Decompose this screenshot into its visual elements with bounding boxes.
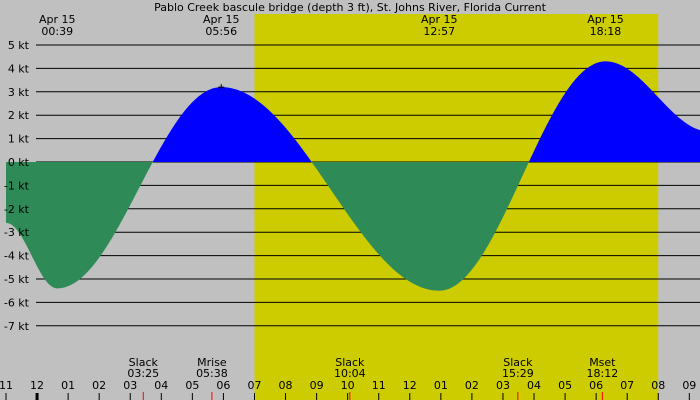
x-tick-label: 12	[403, 379, 417, 392]
y-tick-label: 3 kt	[8, 86, 30, 99]
x-axis-ticks: 11 12 01 02 03 04 05 06 07 08 09 10 11 12 01 02 03 04 05 06…	[0, 379, 696, 400]
x-tick-label: 01	[61, 379, 75, 392]
y-tick-label: -5 kt	[4, 273, 30, 286]
extreme-time-label: 18:18	[590, 25, 622, 38]
y-tick-label: -2 kt	[4, 203, 30, 216]
y-tick-label: 5 kt	[8, 39, 30, 52]
x-tick-label: 03	[496, 379, 510, 392]
x-tick-label: 08	[279, 379, 293, 392]
x-tick-label: 05	[558, 379, 572, 392]
y-tick-label: -7 kt	[4, 320, 30, 333]
x-tick-label: 04	[154, 379, 168, 392]
x-tick-label: 04	[527, 379, 541, 392]
event-time-label: 15:29	[502, 367, 534, 380]
extreme-time-label: 05:56	[205, 25, 237, 38]
x-tick-label: 10	[341, 379, 355, 392]
x-tick-label: 07	[620, 379, 634, 392]
event-label: Slack	[503, 356, 533, 369]
event-label: Slack	[129, 356, 159, 369]
event-time-label: 05:38	[196, 367, 228, 380]
extreme-time-label: 00:39	[41, 25, 73, 38]
extreme-date-label: Apr 15	[587, 13, 624, 26]
x-tick-label: 06	[216, 379, 230, 392]
y-tick-label: -4 kt	[4, 250, 30, 263]
x-tick-label: 06	[589, 379, 603, 392]
y-tick-label: -1 kt	[4, 179, 30, 192]
y-tick-label: 1 kt	[8, 133, 30, 146]
x-tick-label: 09	[682, 379, 696, 392]
ebb-current-area	[6, 162, 700, 291]
x-tick-label: 08	[651, 379, 665, 392]
extreme-time-label: 12:57	[423, 25, 455, 38]
extreme-date-label: Apr 15	[203, 13, 240, 26]
x-tick-label: 11	[0, 379, 13, 392]
x-tick-label: 12	[30, 379, 44, 392]
x-tick-label: 02	[465, 379, 479, 392]
flood-current-area	[6, 61, 700, 162]
y-tick-label: 0 kt	[8, 156, 30, 169]
y-tick-label: -3 kt	[4, 226, 30, 239]
extreme-date-label: Apr 15	[421, 13, 458, 26]
y-tick-label: 2 kt	[8, 109, 30, 122]
x-tick-label: 09	[310, 379, 324, 392]
event-label: Mrise	[197, 356, 227, 369]
x-tick-label: 07	[247, 379, 261, 392]
y-tick-label: 4 kt	[8, 62, 30, 75]
event-label: Mset	[589, 356, 616, 369]
event-time-label: 18:12	[587, 367, 619, 380]
event-time-label: 10:04	[334, 367, 366, 380]
x-tick-label: 02	[92, 379, 106, 392]
y-axis-ticks: 5 kt 4 kt 3 kt 2 kt 1 kt 0 kt -1 kt -2 kt -3 kt -…	[4, 39, 30, 333]
event-time-label: 03:25	[127, 367, 159, 380]
event-labels: Slack03:25Slack10:04Slack15:29Mrise05:38…	[127, 356, 618, 400]
y-tick-label: -6 kt	[4, 296, 30, 309]
chart-title: Pablo Creek bascule bridge (depth 3 ft),…	[154, 1, 547, 14]
event-label: Slack	[335, 356, 365, 369]
x-tick-label: 01	[434, 379, 448, 392]
x-tick-label: 11	[372, 379, 386, 392]
x-tick-label: 03	[123, 379, 137, 392]
x-tick-label: 05	[185, 379, 199, 392]
extreme-date-label: Apr 15	[39, 13, 76, 26]
